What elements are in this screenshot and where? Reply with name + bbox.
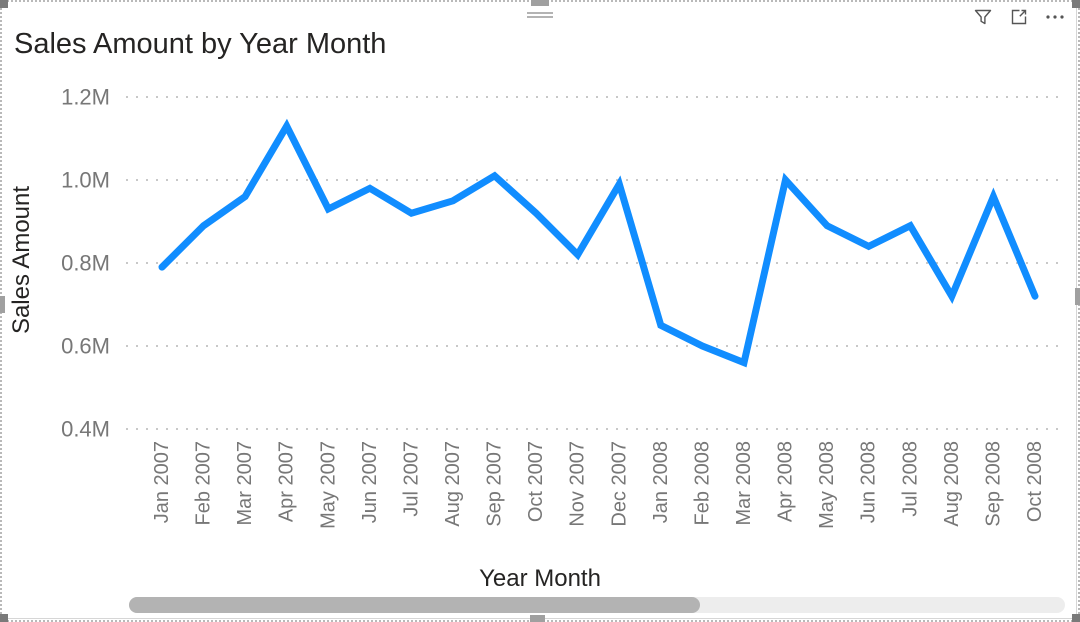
- x-scrollbar-track[interactable]: [129, 597, 1065, 613]
- resize-handle-bottom-right[interactable]: [1072, 614, 1080, 622]
- y-axis-title: Sales Amount: [8, 185, 35, 335]
- resize-handle-right-middle[interactable]: [1075, 288, 1080, 305]
- canvas-edge-right: [1076, 0, 1077, 622]
- y-tick-label: 1.2M: [61, 85, 110, 110]
- visual-header: [972, 6, 1066, 28]
- y-tick-label: 0.4M: [61, 417, 110, 442]
- x-tick-label: Jul 2008: [899, 441, 921, 517]
- resize-handle-top-center[interactable]: [531, 0, 549, 6]
- x-tick-label: Sep 2007: [484, 441, 506, 527]
- x-tick-label: Feb 2007: [193, 441, 215, 526]
- x-tick-label: Sep 2008: [982, 441, 1004, 527]
- resize-handle-left-middle[interactable]: [0, 296, 5, 313]
- x-tick-label: Aug 2008: [941, 441, 963, 527]
- resize-handle-top-right[interactable]: [1072, 0, 1080, 8]
- x-axis-title: Year Month: [479, 565, 601, 592]
- x-tick-label: Aug 2007: [442, 441, 464, 527]
- focus-mode-icon[interactable]: [1008, 6, 1030, 28]
- x-tick-label: Jun 2007: [359, 441, 381, 523]
- more-options-icon[interactable]: [1044, 6, 1066, 28]
- x-tick-label: Feb 2008: [691, 441, 713, 526]
- y-tick-label: 0.8M: [61, 251, 110, 276]
- x-tick-label: Mar 2008: [733, 441, 755, 526]
- x-scrollbar-thumb[interactable]: [129, 597, 700, 613]
- x-tick-label: Apr 2007: [276, 441, 298, 522]
- x-tick-label: Oct 2008: [1024, 441, 1046, 522]
- x-tick-label: May 2007: [317, 441, 339, 529]
- x-tick-label: Jul 2007: [400, 441, 422, 517]
- x-tick-label: Mar 2007: [234, 441, 256, 526]
- x-tick-label: May 2008: [816, 441, 838, 529]
- resize-handle-top-left[interactable]: [0, 0, 8, 8]
- resize-handle-bottom-left[interactable]: [0, 614, 8, 622]
- resize-handle-bottom-center[interactable]: [530, 615, 545, 622]
- x-tick-label: Nov 2007: [567, 441, 589, 527]
- sales-amount-line-series[interactable]: [158, 118, 1039, 368]
- x-tick-label: Jan 2007: [151, 441, 173, 523]
- drag-handle[interactable]: [527, 10, 553, 20]
- x-tick-label: Apr 2008: [775, 441, 797, 522]
- y-tick-label: 1.0M: [61, 168, 110, 193]
- visual-title: Sales Amount by Year Month: [14, 28, 387, 60]
- y-tick-label: 0.6M: [61, 334, 110, 359]
- x-tick-label: Oct 2007: [525, 441, 547, 522]
- filter-icon[interactable]: [972, 6, 994, 28]
- x-tick-label: Dec 2007: [608, 441, 630, 527]
- x-tick-label: Jun 2008: [858, 441, 880, 523]
- x-tick-label: Jan 2008: [650, 441, 672, 523]
